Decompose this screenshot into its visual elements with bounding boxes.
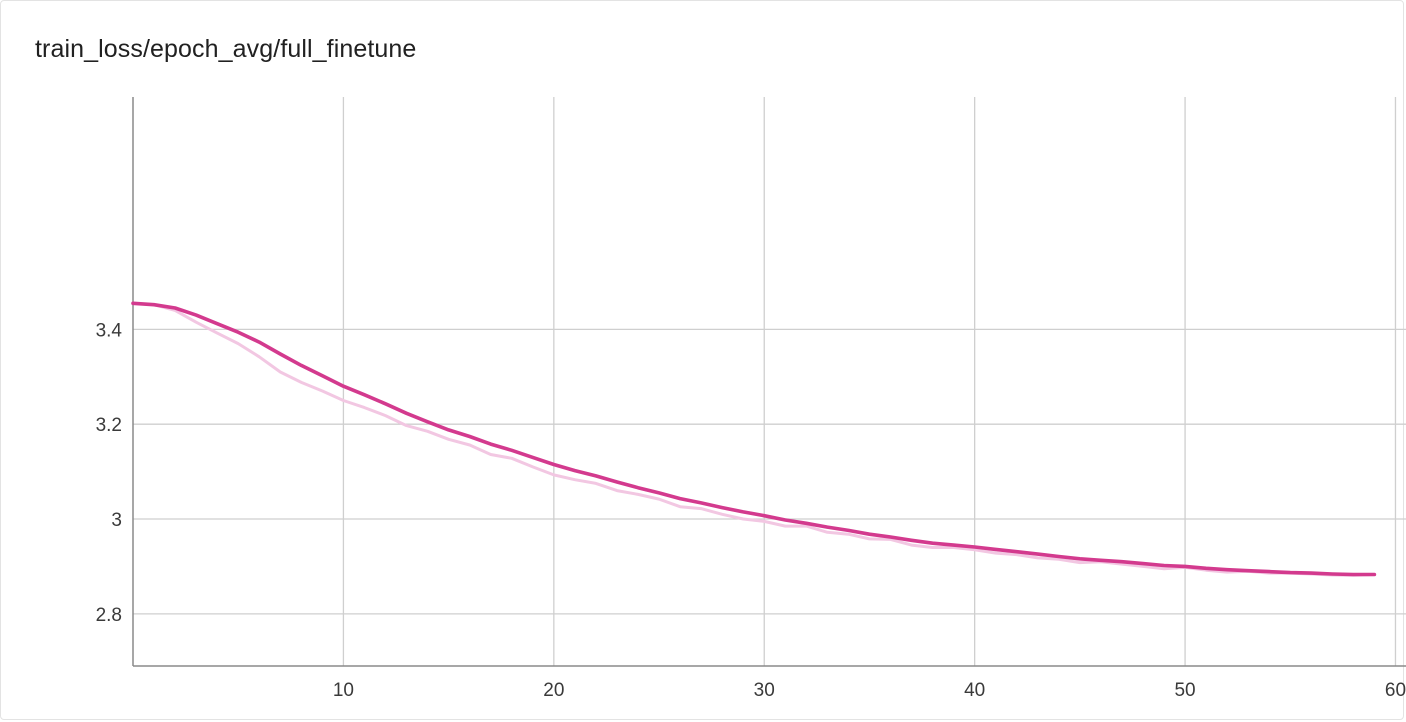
x-tick-label: 50 <box>1174 680 1195 701</box>
axes <box>132 97 1406 667</box>
y-tick-label: 3.4 <box>96 320 123 341</box>
grid-lines <box>133 97 1406 666</box>
x-tick-label: 40 <box>964 680 985 701</box>
x-tick-label: 20 <box>543 680 564 701</box>
series-lines <box>131 301 1377 577</box>
tick-labels: 10 20 30 40 50 60 2.8 3 3.2 3.4 <box>96 320 1406 701</box>
chart-title: train_loss/epoch_avg/full_finetune <box>35 35 417 63</box>
y-tick-label: 3.2 <box>96 415 122 436</box>
x-tick-label: 10 <box>333 680 354 701</box>
x-tick-label: 30 <box>754 680 775 701</box>
y-tick-label: 3 <box>111 510 122 531</box>
smoothed-series-line <box>131 301 1377 577</box>
raw-series-line <box>131 301 1376 577</box>
y-tick-label: 2.8 <box>96 605 122 626</box>
x-tick-label: 60 <box>1385 680 1406 701</box>
